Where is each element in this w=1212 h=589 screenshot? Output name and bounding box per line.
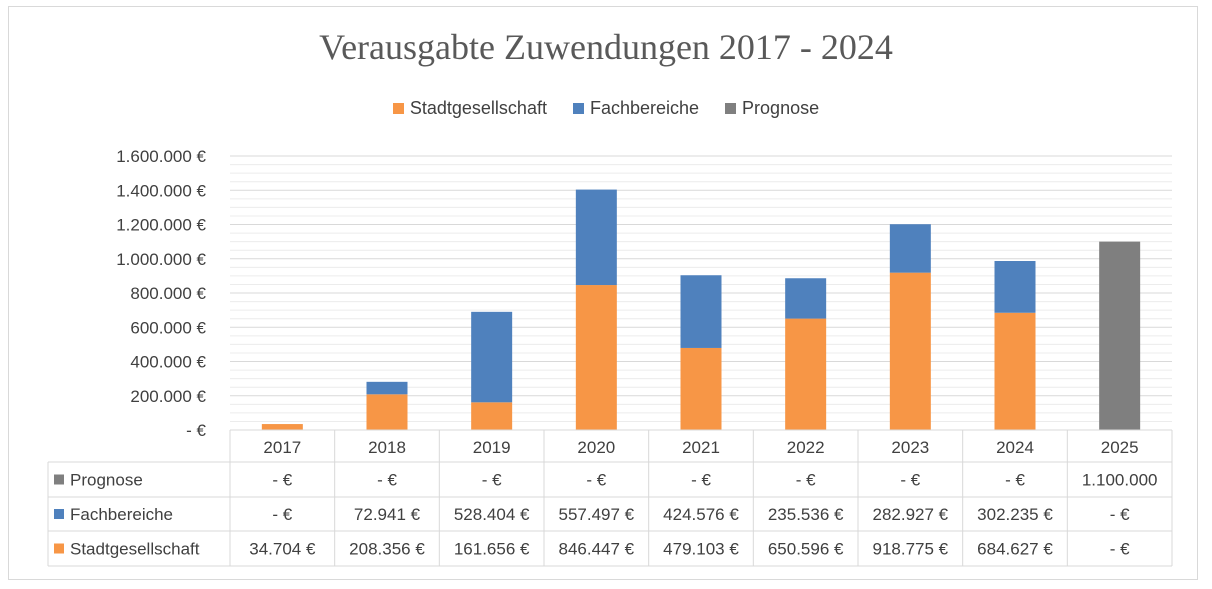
y-tick-label: 800.000 € xyxy=(130,284,206,303)
table-cell: - € xyxy=(272,505,292,524)
table-cell: 918.775 € xyxy=(873,540,949,559)
table-cell: - € xyxy=(1110,505,1130,524)
y-tick-label: 600.000 € xyxy=(130,318,206,337)
legend-label: Stadtgesellschaft xyxy=(409,98,547,118)
y-tick-label: 1.600.000 € xyxy=(116,147,206,166)
legend-swatch xyxy=(572,103,584,114)
bar-fachbereiche-2021 xyxy=(680,275,722,348)
bar-fachbereiche-2023 xyxy=(889,224,931,273)
table-cell: 1.100.000 xyxy=(1082,471,1158,490)
bar-fachbereiche-2024 xyxy=(994,260,1036,313)
chart-frame xyxy=(8,6,1198,580)
chart-title: Verausgabte Zuwendungen 2017 - 2024 xyxy=(319,27,893,67)
table-row-label: Fachbereiche xyxy=(70,505,173,524)
bar-prognose-2025 xyxy=(1099,241,1141,430)
x-tick-label: 2018 xyxy=(368,438,406,457)
bar-stadtgesellschaft-2018 xyxy=(366,394,408,430)
table-cell: 72.941 € xyxy=(354,505,421,524)
table-cell: - € xyxy=(691,471,711,490)
table-cell: - € xyxy=(1005,471,1025,490)
y-tick-label: 400.000 € xyxy=(130,353,206,372)
legend-item-fachbereiche: Fachbereiche xyxy=(572,98,700,119)
table-cell: 282.927 € xyxy=(873,505,949,524)
bar-stadtgesellschaft-2017 xyxy=(261,424,303,430)
table-cell: - € xyxy=(586,471,606,490)
table-cell: 557.497 € xyxy=(559,505,635,524)
table-cell: - € xyxy=(796,471,816,490)
table-cell: 302.235 € xyxy=(977,505,1053,524)
table-cell: - € xyxy=(482,471,502,490)
y-tick-label: 1.200.000 € xyxy=(116,216,206,235)
x-tick-label: 2020 xyxy=(577,438,615,457)
table-cell: 684.627 € xyxy=(977,540,1053,559)
table-cell: 161.656 € xyxy=(454,540,530,559)
x-tick-label: 2025 xyxy=(1101,438,1139,457)
legend-swatch xyxy=(392,103,404,114)
x-tick-label: 2023 xyxy=(891,438,929,457)
table-row-label: Prognose xyxy=(70,471,143,490)
x-tick-label: 2021 xyxy=(682,438,720,457)
table-cell: 650.596 € xyxy=(768,540,844,559)
bar-stadtgesellschaft-2020 xyxy=(575,285,617,430)
bar-fachbereiche-2018 xyxy=(366,381,408,395)
table-row-label: Stadtgesellschaft xyxy=(70,540,200,559)
table-cell: - € xyxy=(377,471,397,490)
table-cell: 528.404 € xyxy=(454,505,530,524)
y-tick-label: - € xyxy=(186,421,206,440)
table-legend-key xyxy=(54,509,64,519)
bar-fachbereiche-2019 xyxy=(471,311,513,403)
table-legend-key xyxy=(54,543,64,554)
table-cell: - € xyxy=(1110,540,1130,559)
table-cell: 208.356 € xyxy=(349,540,425,559)
bar-stadtgesellschaft-2024 xyxy=(994,312,1036,430)
x-tick-label: 2024 xyxy=(996,438,1034,457)
bar-stadtgesellschaft-2019 xyxy=(471,402,513,430)
legend: Stadtgesellschaft Fachbereiche Prognose xyxy=(0,98,1212,119)
y-tick-label: 200.000 € xyxy=(130,387,206,406)
x-tick-label: 2022 xyxy=(787,438,825,457)
y-tick-label: 1.400.000 € xyxy=(116,181,206,200)
bar-stadtgesellschaft-2021 xyxy=(680,347,722,430)
table-legend-key xyxy=(54,474,64,485)
table-cell: 846.447 € xyxy=(559,540,635,559)
table-cell: 34.704 € xyxy=(249,540,316,559)
bar-stadtgesellschaft-2022 xyxy=(785,318,827,430)
legend-label: Prognose xyxy=(742,98,820,118)
bar-fachbereiche-2020 xyxy=(575,189,617,286)
table-cell: - € xyxy=(272,471,292,490)
y-tick-label: 1.000.000 € xyxy=(116,250,206,269)
legend-swatch xyxy=(725,103,737,114)
bar-stadtgesellschaft-2023 xyxy=(889,272,931,430)
legend-item-stadtgesellschaft: Stadtgesellschaft xyxy=(392,98,547,119)
table-cell: 479.103 € xyxy=(663,540,739,559)
table-cell: 235.536 € xyxy=(768,505,844,524)
bar-fachbereiche-2022 xyxy=(785,278,827,319)
legend-label: Fachbereiche xyxy=(589,98,700,118)
x-tick-label: 2019 xyxy=(473,438,511,457)
table-cell: - € xyxy=(900,471,920,490)
x-tick-label: 2017 xyxy=(263,438,301,457)
legend-item-prognose: Prognose xyxy=(725,98,819,119)
table-cell: 424.576 € xyxy=(663,505,739,524)
